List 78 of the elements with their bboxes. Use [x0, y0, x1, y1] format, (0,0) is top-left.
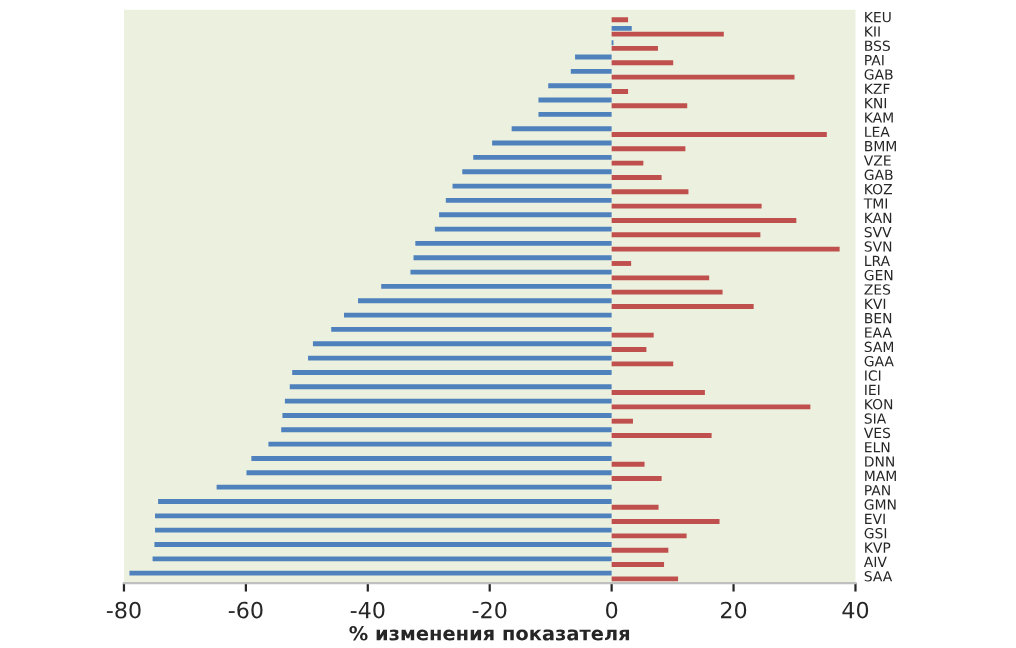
bar	[268, 441, 612, 447]
bar	[452, 183, 612, 189]
bar	[611, 347, 647, 352]
bar	[611, 60, 674, 66]
bar	[158, 499, 612, 504]
bar	[611, 504, 659, 510]
bar	[611, 45, 658, 51]
bar	[611, 203, 762, 209]
bar	[129, 570, 612, 576]
bar	[611, 89, 629, 94]
x-axis-title: % изменения показателя	[349, 625, 630, 641]
bar	[434, 226, 612, 232]
bar	[538, 111, 612, 117]
bar	[611, 476, 662, 481]
bar	[611, 132, 827, 137]
bar	[251, 456, 612, 461]
bar	[611, 175, 662, 180]
bar	[282, 413, 612, 418]
bar	[611, 547, 669, 553]
bar	[611, 433, 712, 438]
bar	[611, 576, 679, 582]
x-tick-label: 40	[842, 601, 869, 619]
bar	[548, 83, 612, 89]
x-tick-label: -20	[472, 601, 507, 619]
bar	[284, 398, 612, 404]
bar	[611, 189, 689, 195]
bar	[611, 31, 724, 37]
bar	[410, 269, 612, 275]
bar	[611, 17, 629, 23]
bar	[511, 126, 612, 132]
bar	[611, 390, 705, 395]
bar	[381, 283, 612, 289]
bar	[246, 470, 612, 476]
bar	[611, 332, 654, 338]
bar	[473, 154, 612, 160]
bar	[289, 384, 612, 390]
bar	[462, 169, 612, 175]
x-tick-label: 20	[721, 601, 747, 619]
x-tick-label: -40	[350, 601, 385, 619]
bar	[155, 527, 612, 533]
bar	[611, 418, 633, 424]
bar	[611, 103, 688, 109]
bar	[611, 519, 720, 524]
bar	[611, 74, 795, 80]
bar	[312, 341, 612, 347]
bar	[611, 261, 632, 266]
bar	[413, 255, 612, 261]
bar	[331, 327, 612, 332]
bar	[611, 361, 674, 367]
bar	[570, 68, 612, 74]
bar	[611, 232, 761, 238]
bar	[611, 146, 686, 152]
bar	[611, 25, 632, 31]
bar	[155, 513, 612, 519]
bar	[611, 461, 645, 467]
bar	[439, 212, 612, 218]
x-tick-label: -60	[228, 601, 263, 619]
bar	[611, 304, 754, 309]
bar	[281, 427, 612, 433]
bar	[292, 370, 612, 375]
bar	[415, 240, 612, 246]
bar	[445, 197, 612, 203]
bar	[611, 160, 644, 166]
bar	[152, 556, 612, 562]
x-tick-label: 0	[606, 601, 618, 619]
bar	[344, 312, 612, 318]
bar	[358, 298, 612, 304]
bar	[308, 355, 612, 361]
bar	[611, 275, 710, 281]
bar	[611, 404, 811, 410]
bar	[611, 246, 840, 252]
bar	[154, 542, 612, 547]
x-tick-label: -80	[106, 601, 141, 619]
bar	[611, 562, 665, 567]
bar	[611, 533, 687, 539]
bar	[611, 289, 723, 295]
bar	[611, 218, 797, 223]
bar	[216, 484, 612, 490]
